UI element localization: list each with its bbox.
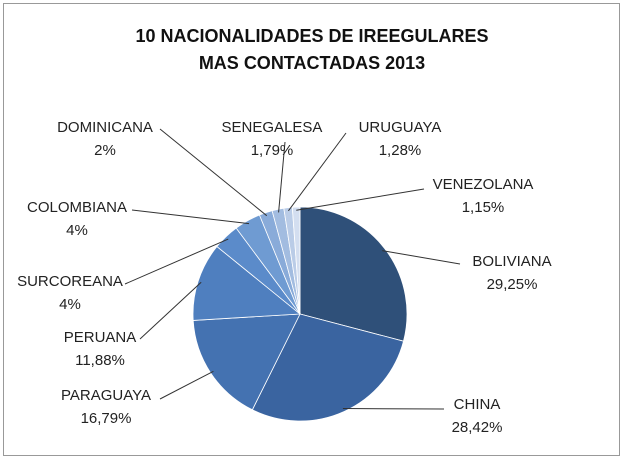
leader-line [382,250,461,265]
slice-label: BOLIVIANA [472,253,551,270]
leader-line [288,132,347,212]
slice-label: CHINA [454,396,501,413]
leader-line [124,238,229,285]
leader-line [131,209,250,225]
slice-value: 1,28% [379,142,422,159]
slice-value: 1,15% [462,199,505,216]
slice-value: 28,42% [452,419,503,436]
chart-title: MAS CONTACTADAS 2013 [199,53,425,73]
pie-slice [192,245,302,321]
slice-label: COLOMBIANA [27,199,127,216]
slice-value: 1,79% [251,142,294,159]
slice-label: PERUANA [64,329,137,346]
pie-slice [299,206,408,342]
slice-label: VENEZOLANA [433,176,534,193]
slice-label: SURCOREANA [17,273,123,290]
slice-label: URUGUAYA [359,119,442,136]
slice-label: DOMINICANA [57,119,153,136]
pie-slice [291,206,301,315]
leader-line [159,370,214,400]
leader-line [159,128,268,217]
leader-line [139,281,202,340]
slice-value: 16,79% [81,410,132,427]
slice-label: SENEGALESA [222,119,323,136]
slice-label: PARAGUAYA [61,387,151,404]
leader-line [296,188,425,211]
slice-value: 11,88% [75,352,125,369]
pie-slice [251,313,404,422]
slice-value: 4% [66,222,88,239]
chart-title: 10 NACIONALIDADES DE IREEGULARES [135,26,488,46]
leader-line [278,141,286,213]
slice-value: 2% [94,142,116,159]
slice-value: 4% [59,296,81,313]
slice-value: 29,25% [487,276,538,293]
